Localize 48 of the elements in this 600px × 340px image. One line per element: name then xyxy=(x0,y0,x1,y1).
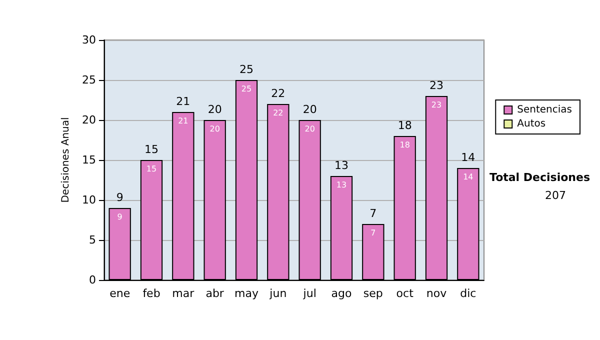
x-tick-label: feb xyxy=(142,287,160,300)
x-tick-label: abr xyxy=(206,287,224,300)
total-label: 13 xyxy=(334,159,348,172)
x-tick-label: dic xyxy=(460,287,476,300)
x-tick-label: oct xyxy=(396,287,414,300)
total-label: 20 xyxy=(302,103,317,116)
legend-label: Sentencias xyxy=(517,104,572,116)
x-tick-label: jul xyxy=(302,287,316,300)
total-label: 7 xyxy=(370,207,377,220)
data-label: 25 xyxy=(241,84,252,94)
x-tick-label: nov xyxy=(426,287,448,300)
y-axis-title: Decisiones Anual xyxy=(60,117,72,203)
data-label: 18 xyxy=(400,140,410,150)
y-tick-label: 5 xyxy=(89,234,96,246)
total-label: 20 xyxy=(208,103,222,116)
data-label: 22 xyxy=(273,108,284,118)
total-label: 21 xyxy=(176,95,190,108)
total-label: 9 xyxy=(116,191,124,204)
y-tick-label: 30 xyxy=(82,34,96,46)
text: Total Decisiones xyxy=(490,171,590,184)
data-label: 23 xyxy=(431,100,442,110)
data-label: 14 xyxy=(463,172,474,182)
data-label: 21 xyxy=(178,116,188,126)
y-tick-label: 20 xyxy=(82,114,96,126)
y-tick-label: 25 xyxy=(82,74,96,86)
y-tick-label: 15 xyxy=(82,154,96,166)
data-label: 20 xyxy=(210,124,220,134)
x-tick-label: ene xyxy=(110,287,130,300)
total-label: 25 xyxy=(240,63,254,76)
total-label: 18 xyxy=(398,119,412,132)
total-label: 22 xyxy=(271,87,286,100)
data-label: 20 xyxy=(304,124,315,134)
x-tick-label: ago xyxy=(331,287,352,300)
data-label: 13 xyxy=(336,180,347,190)
data-label: 15 xyxy=(146,164,157,174)
total-label: 15 xyxy=(144,143,158,156)
x-tick-label: mar xyxy=(172,287,195,300)
data-label: 7 xyxy=(370,228,376,238)
legend-label: Autos xyxy=(517,118,546,130)
text: 207 xyxy=(545,189,566,202)
x-tick-label: may xyxy=(234,287,259,300)
total-label: 14 xyxy=(461,151,476,164)
y-tick-label: 10 xyxy=(82,194,96,206)
x-tick-label: sep xyxy=(363,287,383,300)
y-tick-label: 0 xyxy=(89,274,96,286)
total-label: 23 xyxy=(430,79,444,92)
x-tick-label: jun xyxy=(268,287,287,300)
data-label: 9 xyxy=(117,212,122,222)
